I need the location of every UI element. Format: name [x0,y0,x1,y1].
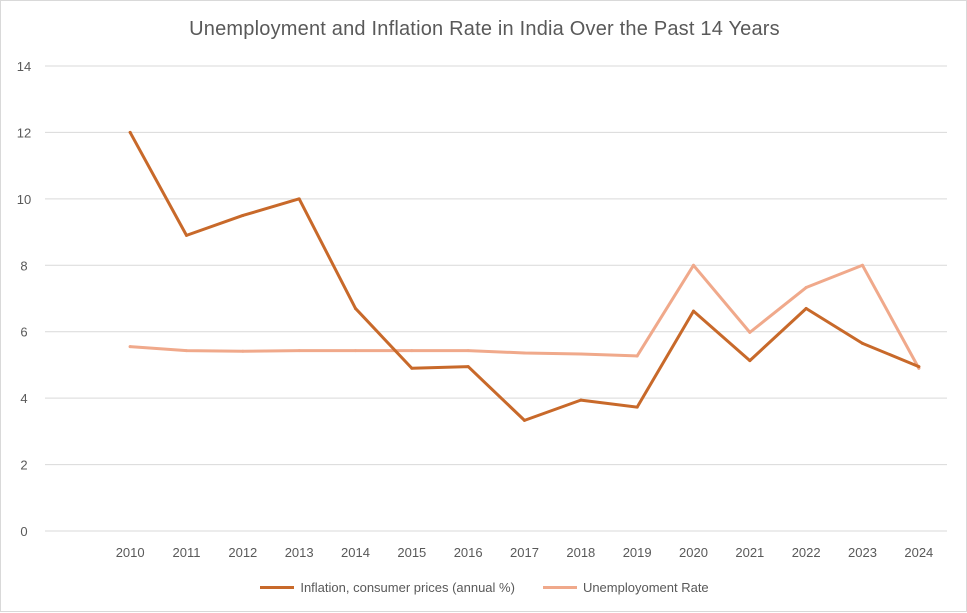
inflation-point-2024 [917,365,921,369]
legend-swatch-inflation [260,585,295,589]
inflation-point-2014 [354,306,357,310]
unemployment-point-2015 [410,349,414,353]
x-tick-label: 2017 [510,545,539,560]
x-tick-label: 2022 [792,545,821,560]
inflation-point-2019 [635,405,639,409]
x-tick-label: 2013 [285,545,314,560]
unemployment-point-2023 [861,263,864,267]
inflation-point-2010 [128,130,132,134]
x-axis-ticks: 2010 2011 2012 2013 2014 2015 2016 2017 2018 2019… [116,545,934,560]
unemployment-point-2010 [128,345,132,349]
inflation-point-2020 [692,309,695,313]
inflation-point-2023 [861,341,864,345]
x-tick-label: 2023 [848,545,877,560]
unemployment-point-2017 [523,351,526,355]
inflation-point-2013 [297,197,301,201]
y-tick-label: 14 [17,59,31,74]
y-tick-label: 2 [20,458,27,473]
unemployment-point-2014 [354,349,357,353]
x-tick-label: 2019 [623,545,652,560]
y-tick-label: 0 [20,524,27,539]
legend-item-inflation: Inflation, consumer prices (annual %) [260,580,515,595]
x-tick-label: 2011 [173,545,201,560]
x-tick-label: 2016 [454,545,483,560]
inflation-point-2015 [410,366,414,370]
chart-title: Unemployment and Inflation Rate in India… [189,18,780,40]
x-tick-label: 2015 [397,545,426,560]
legend-label-inflation: Inflation, consumer prices (annual %) [300,579,515,595]
inflation-point-2018 [579,398,583,402]
unemployment-point-2022 [804,286,808,290]
inflation-point-2017 [523,418,526,422]
y-tick-label: 8 [20,258,27,273]
inflation-point-2021 [748,359,752,363]
inflation-point-2012 [241,213,245,217]
x-tick-label: 2024 [904,545,933,560]
y-tick-label: 10 [17,192,31,207]
x-tick-label: 2014 [341,545,370,560]
series-lines [128,130,921,422]
unemployment-point-2016 [466,349,470,353]
legend-label-unemployment: Unemployoment Rate [582,579,709,595]
unemployment-point-2021 [748,330,752,334]
unemployment-point-2013 [297,349,301,353]
x-tick-label: 2018 [566,545,595,560]
legend-swatch-unemployment [542,585,577,589]
x-tick-label: 2012 [228,545,257,560]
y-axis-ticks: 0 2 4 6 8 10 12 14 [17,59,31,539]
y-tick-label: 12 [17,125,31,140]
unemployment-point-2018 [579,352,583,356]
inflation-point-2016 [466,365,470,369]
unemployment-point-2012 [241,349,245,353]
unemployment-point-2020 [692,263,695,267]
x-tick-label: 2021 [735,545,764,560]
y-tick-label: 6 [20,325,27,340]
unemployment-point-2019 [635,354,639,358]
inflation-point-2022 [804,306,808,310]
series-line-inflation [128,130,921,422]
chart-legend: Inflation, consumer prices (annual %) Un… [1,577,967,597]
x-tick-label: 2020 [679,545,708,560]
legend-item-unemployment: Unemployoment Rate [542,579,709,595]
inflation-point-2011 [185,233,188,237]
unemployment-point-2011 [185,349,188,353]
x-tick-label: 2010 [116,545,145,560]
y-tick-label: 4 [20,391,27,406]
gridlines [45,65,947,532]
